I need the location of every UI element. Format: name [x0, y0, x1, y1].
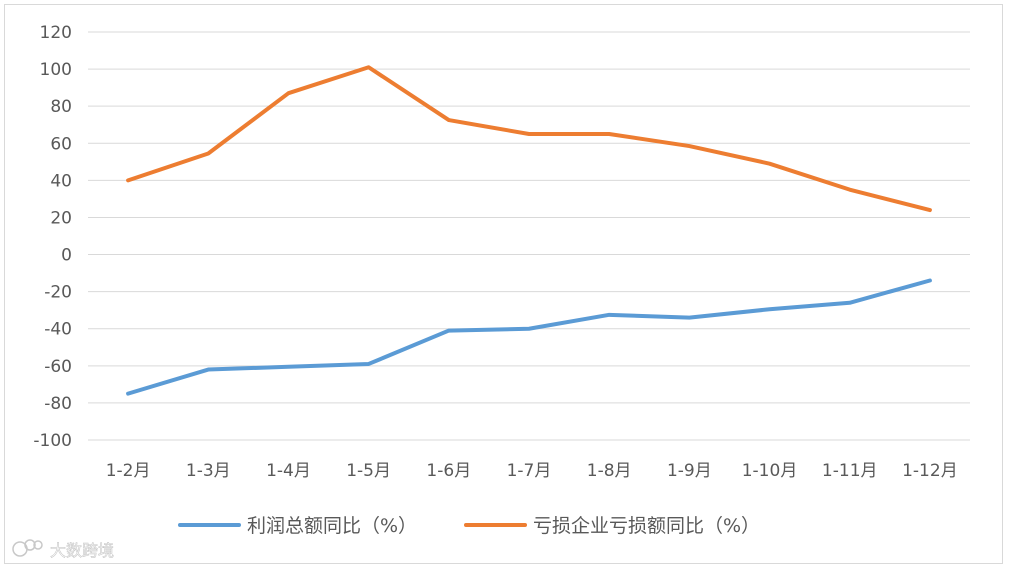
y-tick-label: -80	[44, 394, 72, 414]
y-tick-label: 100	[40, 60, 72, 80]
x-tick-label: 1-9月	[667, 461, 712, 481]
y-tick-label: 40	[50, 171, 72, 191]
x-tick-label: 1-3月	[186, 461, 231, 481]
y-tick-label: 20	[50, 208, 72, 228]
watermark-logo-icon	[12, 539, 43, 557]
y-tick-label: -60	[44, 357, 72, 377]
y-tick-label: 120	[40, 23, 72, 43]
y-tick-label: 60	[50, 134, 72, 154]
x-tick-label: 1-11月	[822, 461, 878, 481]
x-tick-label: 1-12月	[902, 461, 958, 481]
x-axis-ticks: 1-2月 1-3月 1-4月 1-5月 1-6月 1-7月 1-8月 1-9月 1-10月 1-1…	[106, 461, 958, 481]
y-tick-label: -20	[44, 283, 72, 303]
y-axis-ticks: 120 100 80 60 40 20 0 -20 -40 -60 -80 -100	[33, 23, 72, 451]
x-tick-label: 1-10月	[742, 461, 798, 481]
x-tick-label: 1-7月	[507, 461, 552, 481]
y-tick-label: 0	[61, 246, 72, 266]
gridlines	[88, 31, 970, 441]
legend: 利润总额同比（%） 亏损企业亏损额同比（%）	[178, 515, 760, 537]
series-lines	[126, 65, 932, 396]
x-tick-label: 1-2月	[106, 461, 151, 481]
legend-label: 利润总额同比（%）	[247, 515, 417, 537]
chart-frame	[4, 4, 1003, 564]
watermark: 大数跨境	[12, 539, 114, 560]
watermark-text: 大数跨境	[50, 541, 114, 560]
x-tick-label: 1-5月	[346, 461, 391, 481]
x-tick-label: 1-4月	[266, 461, 311, 481]
legend-label: 亏损企业亏损额同比（%）	[533, 515, 760, 537]
x-tick-label: 1-6月	[426, 461, 471, 481]
series-line-1	[126, 278, 932, 396]
y-tick-label: 80	[50, 97, 72, 117]
series-line-2	[126, 65, 932, 213]
y-tick-label: -100	[33, 431, 72, 451]
y-tick-label: -40	[44, 320, 72, 340]
x-tick-label: 1-8月	[587, 461, 632, 481]
